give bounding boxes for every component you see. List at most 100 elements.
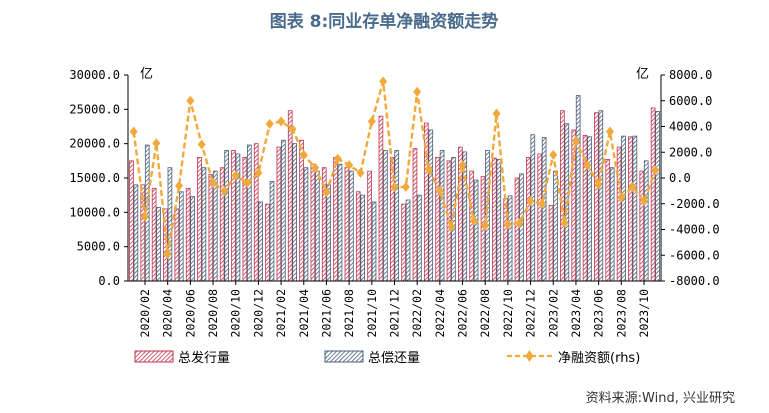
bar-issue xyxy=(219,167,225,282)
net-financing-point xyxy=(209,178,218,189)
bar-issue xyxy=(344,167,350,282)
bar-repay xyxy=(337,163,343,282)
net-financing-point xyxy=(583,160,592,171)
net-financing-point xyxy=(469,215,478,226)
net-financing-series xyxy=(129,76,660,259)
bar-issue xyxy=(197,156,202,282)
net-financing-point xyxy=(571,135,580,146)
x-tick-label: 2022/04 xyxy=(433,289,447,338)
source-note: 资料来源:Wind, 兴业研究 xyxy=(586,391,735,406)
left-tick-label: 30000.0 xyxy=(69,68,120,82)
net-financing-point xyxy=(175,180,184,191)
net-financing-point xyxy=(458,160,467,171)
bar-repay xyxy=(394,150,400,282)
left-axis-unit: 亿 xyxy=(140,67,153,82)
net-financing-point xyxy=(186,95,195,106)
bar-issue xyxy=(287,110,293,282)
x-tick-label: 2021/06 xyxy=(319,289,333,338)
x-tick-label: 2023/04 xyxy=(569,289,583,338)
legend-marker-net xyxy=(525,350,534,362)
x-tick-label: 2023/02 xyxy=(546,289,560,337)
bar-repay xyxy=(405,199,411,282)
bar-repay xyxy=(201,167,207,282)
net-financing-point xyxy=(560,218,569,229)
net-financing-point xyxy=(639,196,648,207)
bar-issue xyxy=(548,205,554,282)
bar-issue xyxy=(401,203,406,282)
net-financing-point xyxy=(435,185,444,196)
bar-issue xyxy=(435,156,440,282)
x-tick-label: 2022/12 xyxy=(524,289,538,337)
net-financing-point xyxy=(617,192,626,203)
net-financing-point xyxy=(390,182,399,193)
net-financing-point xyxy=(163,248,172,259)
x-tick-label: 2020/02 xyxy=(138,289,152,337)
net-financing-point xyxy=(447,221,456,232)
bar-repay xyxy=(326,184,332,282)
x-tick-label: 2021/08 xyxy=(342,289,356,338)
bar-repay xyxy=(530,134,536,282)
right-axis-unit: 亿 xyxy=(636,67,649,82)
x-tick-label: 2022/08 xyxy=(478,289,492,338)
net-financing-point xyxy=(243,178,252,189)
bar-repay xyxy=(519,173,524,282)
bar-repay xyxy=(292,143,297,282)
bar-repay xyxy=(428,129,434,282)
x-tick-label: 2021/10 xyxy=(365,289,379,338)
bar-repay xyxy=(212,170,218,282)
bar-repay xyxy=(621,135,626,282)
bar-repay xyxy=(190,196,195,282)
bar-issue xyxy=(571,129,577,282)
net-financing-point xyxy=(413,86,422,97)
bar-repay xyxy=(360,194,366,282)
bar-issue xyxy=(151,187,157,282)
bar-issue xyxy=(378,115,384,282)
bar-repay xyxy=(473,179,479,282)
right-axis: 8000.0 6000.0 4000.0 2000.0 0.0 -2000.0 -4000.… xyxy=(660,68,720,288)
bar-issue xyxy=(333,156,338,282)
bar-issue xyxy=(526,156,531,282)
bar-issue xyxy=(310,163,316,282)
bar-repay xyxy=(632,135,638,282)
net-financing-point xyxy=(481,220,490,231)
net-financing-point xyxy=(220,185,229,196)
right-tick-label: 2000.0 xyxy=(669,145,712,159)
bar-issue xyxy=(560,110,565,282)
bar-issue xyxy=(503,198,509,282)
net-financing-point xyxy=(265,118,274,129)
bar-issue xyxy=(355,191,361,282)
left-tick-label: 20000.0 xyxy=(69,137,120,151)
bar-repay xyxy=(258,201,263,282)
net-financing-point xyxy=(333,153,342,164)
right-tick-label: 8000.0 xyxy=(669,68,712,82)
net-financing-point xyxy=(492,108,501,119)
bar-repay xyxy=(575,95,581,282)
bar-repay xyxy=(587,136,592,282)
net-financing-point xyxy=(651,165,660,176)
bar-issue xyxy=(514,177,520,282)
legend-swatch-repay xyxy=(324,350,364,363)
net-financing-point xyxy=(628,182,637,193)
bar-issue xyxy=(265,203,270,282)
net-financing-point xyxy=(277,116,286,127)
x-tick-label: 2021/12 xyxy=(388,289,402,337)
net-financing-point xyxy=(231,170,240,181)
bar-issue xyxy=(253,143,259,282)
net-financing-point xyxy=(605,126,614,137)
x-tick-label: 2020/10 xyxy=(229,289,243,338)
bar-issue xyxy=(616,146,622,282)
left-tick-label: 5000.0 xyxy=(77,240,120,254)
bar-repay xyxy=(609,167,615,282)
bar-repay xyxy=(178,191,184,282)
bar-issue xyxy=(185,187,191,282)
legend: 总发行量 总偿还量 净融资额(rhs) xyxy=(134,350,640,366)
left-tick-label: 25000.0 xyxy=(69,102,120,116)
bar-issue xyxy=(469,170,474,282)
net-financing-point xyxy=(322,187,331,198)
bar-issue xyxy=(639,170,645,282)
bar-repay xyxy=(417,194,422,282)
x-tick-label: 2020/04 xyxy=(161,289,175,338)
bar-repay xyxy=(383,150,388,282)
bar-issue xyxy=(650,107,656,282)
